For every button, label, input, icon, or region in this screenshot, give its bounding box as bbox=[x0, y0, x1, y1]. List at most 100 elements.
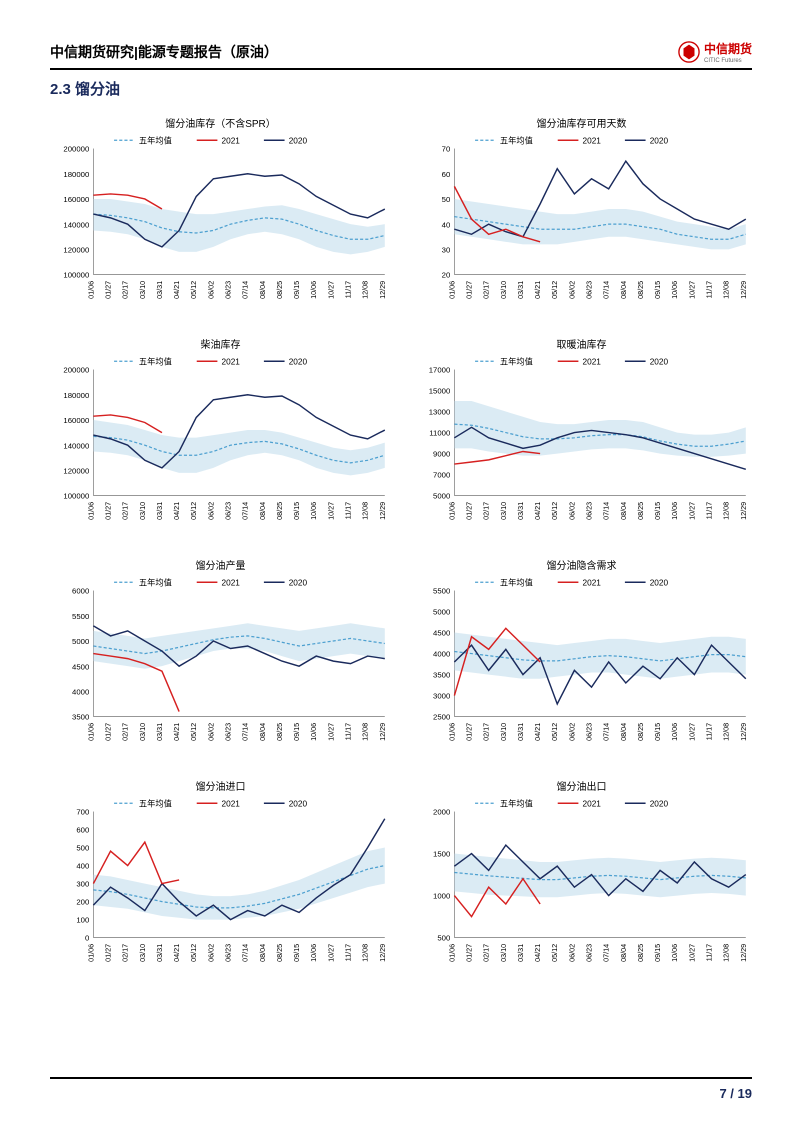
chart-5: 馏分油隐含需求五年均值20212020250030003500400045005… bbox=[411, 557, 752, 760]
svg-text:11/17: 11/17 bbox=[705, 281, 714, 299]
svg-text:15000: 15000 bbox=[429, 387, 451, 396]
svg-text:200000: 200000 bbox=[63, 366, 89, 375]
svg-text:2020: 2020 bbox=[289, 578, 308, 587]
svg-text:200000: 200000 bbox=[63, 145, 89, 154]
svg-text:02/17: 02/17 bbox=[482, 723, 491, 741]
svg-text:06/23: 06/23 bbox=[585, 281, 594, 299]
svg-text:五年均值: 五年均值 bbox=[500, 135, 533, 145]
svg-text:4000: 4000 bbox=[433, 650, 450, 659]
svg-text:05/12: 05/12 bbox=[550, 944, 559, 962]
svg-text:05/12: 05/12 bbox=[189, 281, 198, 299]
svg-text:2021: 2021 bbox=[583, 578, 602, 587]
svg-text:12/29: 12/29 bbox=[378, 502, 387, 520]
svg-text:12/29: 12/29 bbox=[739, 723, 748, 741]
svg-text:2020: 2020 bbox=[289, 136, 308, 145]
svg-text:10/06: 10/06 bbox=[309, 723, 318, 741]
company-logo: 中信期货 CITIC Futures bbox=[678, 40, 752, 64]
svg-text:2021: 2021 bbox=[583, 136, 602, 145]
svg-text:03/10: 03/10 bbox=[499, 944, 508, 962]
svg-text:140000: 140000 bbox=[63, 220, 89, 229]
svg-text:08/25: 08/25 bbox=[275, 502, 284, 520]
svg-text:700: 700 bbox=[76, 808, 89, 817]
svg-text:03/31: 03/31 bbox=[516, 281, 525, 299]
svg-text:160000: 160000 bbox=[63, 416, 89, 425]
svg-text:01/06: 01/06 bbox=[86, 723, 95, 741]
svg-text:01/06: 01/06 bbox=[86, 944, 95, 962]
svg-text:100000: 100000 bbox=[63, 271, 89, 280]
svg-text:5500: 5500 bbox=[72, 612, 89, 621]
svg-text:06/02: 06/02 bbox=[206, 281, 215, 299]
svg-text:09/15: 09/15 bbox=[292, 723, 301, 741]
svg-text:03/10: 03/10 bbox=[499, 281, 508, 299]
svg-text:11/17: 11/17 bbox=[705, 944, 714, 962]
svg-text:03/10: 03/10 bbox=[138, 281, 147, 299]
chart-2: 柴油库存五年均值20212020100000120000140000160000… bbox=[50, 336, 391, 539]
svg-text:140000: 140000 bbox=[63, 441, 89, 450]
svg-text:02/17: 02/17 bbox=[482, 944, 491, 962]
svg-text:07/14: 07/14 bbox=[241, 502, 250, 520]
svg-text:2020: 2020 bbox=[289, 357, 308, 366]
svg-text:02/17: 02/17 bbox=[121, 502, 130, 520]
svg-text:05/12: 05/12 bbox=[550, 281, 559, 299]
svg-text:08/25: 08/25 bbox=[636, 723, 645, 741]
svg-text:09/15: 09/15 bbox=[653, 502, 662, 520]
svg-text:10/06: 10/06 bbox=[309, 502, 318, 520]
svg-text:11/17: 11/17 bbox=[705, 502, 714, 520]
svg-text:02/17: 02/17 bbox=[121, 944, 130, 962]
svg-text:06/02: 06/02 bbox=[206, 944, 215, 962]
page-header: 中信期货研究|能源专题报告（原油） 中信期货 CITIC Futures bbox=[50, 40, 752, 70]
svg-text:3500: 3500 bbox=[433, 671, 450, 680]
svg-text:120000: 120000 bbox=[63, 466, 89, 475]
svg-text:06/23: 06/23 bbox=[224, 723, 233, 741]
svg-text:12/08: 12/08 bbox=[361, 723, 370, 741]
svg-text:7000: 7000 bbox=[433, 471, 450, 480]
svg-text:五年均值: 五年均值 bbox=[139, 135, 172, 145]
svg-text:70: 70 bbox=[442, 145, 451, 154]
svg-text:07/14: 07/14 bbox=[602, 944, 611, 962]
svg-text:120000: 120000 bbox=[63, 245, 89, 254]
svg-text:180000: 180000 bbox=[63, 391, 89, 400]
svg-text:09/15: 09/15 bbox=[292, 944, 301, 962]
svg-text:2020: 2020 bbox=[650, 578, 669, 587]
svg-text:05/12: 05/12 bbox=[189, 502, 198, 520]
svg-text:07/14: 07/14 bbox=[602, 723, 611, 741]
svg-text:11/17: 11/17 bbox=[705, 723, 714, 741]
svg-text:06/02: 06/02 bbox=[206, 723, 215, 741]
svg-text:03/10: 03/10 bbox=[499, 502, 508, 520]
svg-text:03/31: 03/31 bbox=[516, 944, 525, 962]
svg-text:11/17: 11/17 bbox=[344, 723, 353, 741]
svg-text:11000: 11000 bbox=[429, 429, 450, 438]
svg-text:2021: 2021 bbox=[583, 357, 602, 366]
svg-text:06/02: 06/02 bbox=[567, 723, 576, 741]
svg-text:2021: 2021 bbox=[222, 578, 241, 587]
chart-title: 柴油库存 bbox=[50, 336, 391, 351]
chart-title: 馏分油库存（不含SPR） bbox=[50, 115, 391, 130]
svg-text:01/06: 01/06 bbox=[447, 723, 456, 741]
svg-text:12/08: 12/08 bbox=[361, 944, 370, 962]
svg-text:20: 20 bbox=[442, 271, 451, 280]
svg-text:五年均值: 五年均值 bbox=[500, 356, 533, 366]
chart-title: 馏分油产量 bbox=[50, 557, 391, 572]
svg-text:02/17: 02/17 bbox=[121, 723, 130, 741]
svg-text:五年均值: 五年均值 bbox=[139, 577, 172, 587]
svg-text:04/21: 04/21 bbox=[172, 944, 181, 962]
svg-text:08/25: 08/25 bbox=[636, 281, 645, 299]
svg-text:12/29: 12/29 bbox=[378, 944, 387, 962]
svg-text:2021: 2021 bbox=[222, 799, 241, 808]
svg-text:2020: 2020 bbox=[650, 357, 669, 366]
chart-svg: 五年均值2021202035004000450050005500600001/0… bbox=[50, 574, 391, 760]
chart-1: 馏分油库存可用天数五年均值2021202020304050607001/0601… bbox=[411, 115, 752, 318]
svg-text:10/06: 10/06 bbox=[309, 281, 318, 299]
svg-text:五年均值: 五年均值 bbox=[500, 577, 533, 587]
svg-text:4000: 4000 bbox=[72, 687, 89, 696]
svg-text:5000: 5000 bbox=[433, 492, 450, 501]
svg-text:01/27: 01/27 bbox=[104, 944, 113, 962]
svg-text:4500: 4500 bbox=[433, 629, 450, 638]
svg-text:500: 500 bbox=[76, 844, 89, 853]
svg-text:10/06: 10/06 bbox=[670, 281, 679, 299]
svg-text:05/12: 05/12 bbox=[189, 944, 198, 962]
svg-text:10/27: 10/27 bbox=[687, 723, 696, 741]
svg-text:04/21: 04/21 bbox=[172, 723, 181, 741]
svg-text:10/27: 10/27 bbox=[326, 723, 335, 741]
svg-text:03/10: 03/10 bbox=[138, 723, 147, 741]
